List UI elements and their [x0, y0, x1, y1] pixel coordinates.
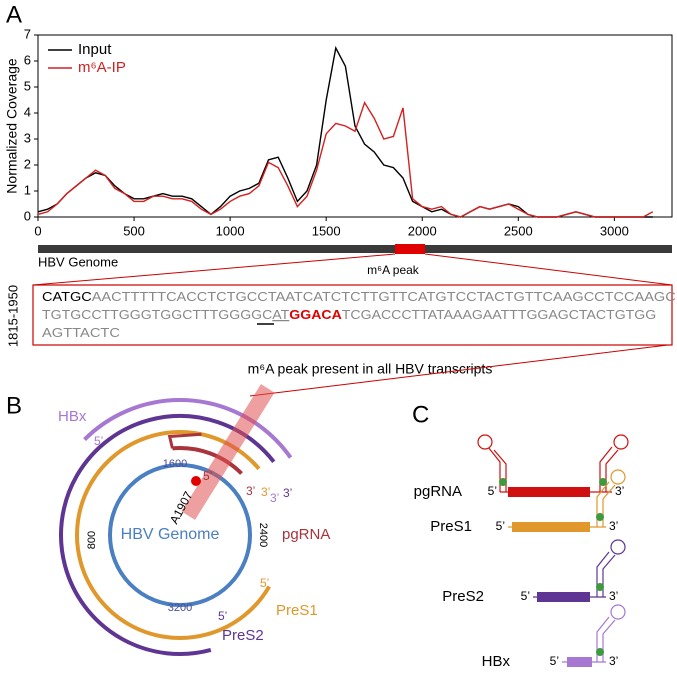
loop	[610, 469, 626, 485]
y-tick-label: 4	[24, 104, 31, 119]
sequence-line: TGTGCCTTGGGTGGCTTTGGGGC AT GGACA TCGACCCTTA…	[42, 308, 656, 322]
transcript-name: pgRNA	[414, 483, 462, 500]
three-prime: 3’	[609, 589, 618, 603]
coverage-line	[37, 100, 654, 218]
transcript-name: PreS1	[276, 602, 318, 619]
x-tick-label: 3000	[600, 223, 629, 238]
m6a-dot	[599, 478, 607, 486]
three-prime: 3’	[270, 491, 279, 505]
position-label: 3200	[168, 602, 192, 614]
y-tick-label: 5	[24, 78, 31, 93]
legend-label: m⁶A-IP	[78, 59, 126, 76]
y-tick-label: 1	[24, 182, 31, 197]
genome-bar	[38, 245, 672, 253]
sequence-segment: AT	[272, 308, 289, 322]
range-label: 1815-1950	[5, 285, 20, 347]
zoom-line	[424, 253, 673, 286]
sequence-segment: TGTGCCTTGGGTGGCTTTGGGGC	[42, 308, 272, 322]
genome-circle	[108, 463, 252, 607]
pgRNA-notch	[167, 432, 202, 449]
coverage-line	[37, 45, 653, 218]
five-prime: 5’	[550, 654, 559, 668]
loop	[610, 604, 626, 620]
loop	[610, 539, 626, 555]
five-prime: 5’	[94, 434, 103, 448]
five-prime: 5’	[496, 519, 505, 533]
orf-bar	[508, 487, 590, 497]
sequence-box	[32, 284, 673, 346]
annotation: m⁶A peak present in all HBV transcripts	[248, 361, 493, 377]
transcript-arc	[172, 446, 243, 475]
three-prime: 3’	[609, 654, 618, 668]
transcript-name: pgRNA	[282, 526, 330, 543]
position-label: 1600	[163, 458, 187, 470]
y-tick-label: 6	[24, 52, 31, 67]
transcript-arc	[83, 398, 293, 459]
three-prime: 3’	[609, 519, 618, 533]
panel-label: B	[6, 392, 22, 419]
five-prime: 5’	[521, 589, 530, 603]
x-tick-label: 2000	[408, 223, 437, 238]
five-prime: 5’	[203, 469, 212, 483]
transcript-arc	[59, 414, 276, 656]
m6a-dot	[596, 513, 604, 521]
three-prime: 3’	[283, 486, 292, 500]
peak-label: m⁶A peak	[367, 263, 420, 277]
x-tick-label: 1000	[216, 223, 245, 238]
sequence-segment: AACTTTTTCACCTCTGCCTAATCATCTCTTGTTCATGTCC…	[92, 290, 676, 304]
panel-label: C	[412, 401, 429, 428]
y-axis-label: Normalized Coverage	[4, 58, 20, 194]
plot-frame	[37, 34, 673, 218]
transcript-name: PreS1	[430, 518, 472, 535]
orf-bar	[512, 522, 590, 532]
m6a-dot	[596, 583, 604, 591]
orf-bar	[537, 592, 590, 602]
pointer-line	[265, 400, 500, 402]
sequence-line: AGTTACTC	[42, 326, 120, 340]
sequence-segment: AGTTACTC	[42, 326, 120, 340]
pointer-line	[249, 344, 669, 397]
x-tick-label: 1500	[312, 223, 341, 238]
genome-label: HBV Genome	[121, 526, 220, 543]
five-prime: 5’	[218, 609, 227, 623]
x-tick-label: 2500	[504, 223, 533, 238]
position-label: 800	[86, 531, 98, 549]
loop	[613, 434, 629, 450]
y-tick-label: 0	[24, 208, 31, 223]
orf-bar	[567, 657, 592, 667]
transcript-name: PreS2	[442, 588, 484, 605]
transcript-name: HBx	[58, 408, 87, 425]
peak-block	[395, 244, 425, 254]
three-prime: 3’	[246, 484, 255, 498]
sequence-segment: TCGACCCTTATAAAGAATTTGGAGCTACTGTGG	[342, 308, 656, 322]
panel-label: A	[6, 1, 22, 28]
m6a-dot	[596, 648, 604, 656]
m6a-dot	[499, 478, 507, 486]
x-tick-label: 0	[34, 223, 41, 238]
y-tick-label: 2	[24, 156, 31, 171]
position-label: 2400	[257, 523, 269, 547]
x-tick-label: 500	[123, 223, 145, 238]
peak-band	[181, 384, 275, 520]
zoom-line	[32, 253, 396, 286]
transcript-name: PreS2	[222, 627, 264, 644]
legend-label: Input	[78, 41, 112, 58]
three-prime: 3’	[615, 484, 624, 498]
three-prime: 3’	[261, 485, 270, 499]
site-dot	[191, 476, 201, 486]
five-prime: 5’	[260, 576, 269, 590]
y-tick-label: 3	[24, 130, 31, 145]
loop	[477, 434, 493, 450]
sequence-segment: GGACA	[289, 308, 342, 322]
transcript-name: HBx	[482, 653, 511, 670]
sequence-segment: CATGC	[42, 290, 92, 304]
five-prime: 5’	[488, 484, 497, 498]
y-tick-label: 7	[24, 26, 31, 41]
genome-label: HBV Genome	[38, 254, 118, 269]
sequence-line: CATGC AACTTTTTCACCTCTGCCTAATCATCTCTTGTTCA…	[42, 290, 676, 304]
